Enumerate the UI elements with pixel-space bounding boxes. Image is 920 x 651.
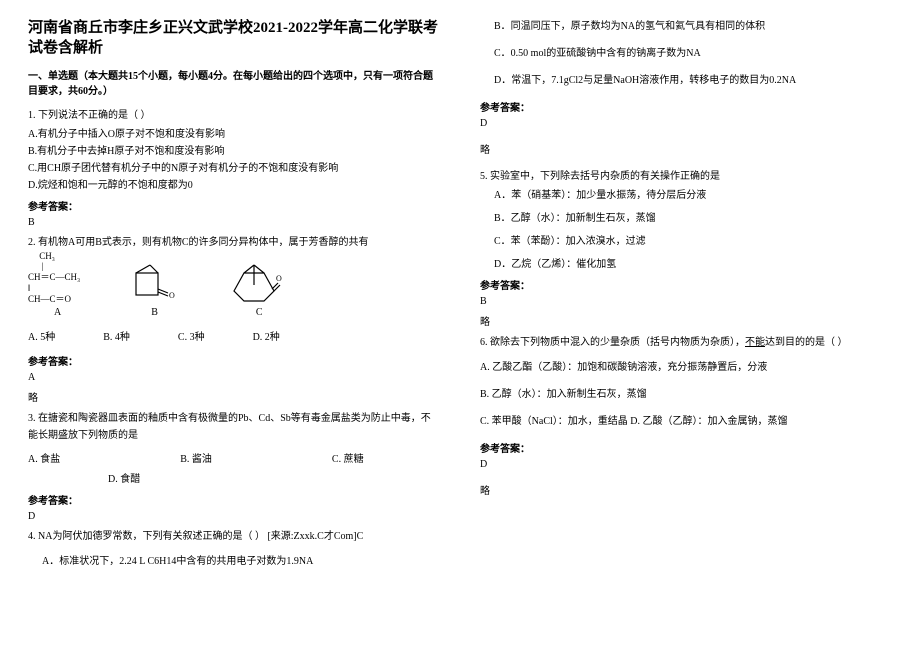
q4-opt-c: C．0.50 mol的亚硫酸钠中含有的钠离子数为NA	[494, 45, 892, 62]
q3-options-row1: A. 食盐 B. 酱油 C. 蔗糖	[28, 450, 440, 465]
label-b: B	[151, 307, 158, 318]
q2-stem: 2. 有机物A可用B式表示，则有机物C的许多同分异构体中，属于芳香醇的共有	[28, 234, 440, 251]
q1-opt-b: B.有机分子中去掉H原子对不饱和度没有影响	[28, 143, 440, 160]
structure-row: CH₃ | CH＝C―CH₃ ‖ CH―C＝O O O	[28, 257, 440, 305]
brief: 略	[28, 389, 440, 404]
doc-title: 河南省商丘市李庄乡正兴文武学校2021-2022学年高二化学联考试卷含解析	[28, 18, 440, 59]
q3-opt-b: B. 酱油	[180, 450, 212, 465]
q1-opt-d: D.烷烃和饱和一元醇的不饱和度都为0	[28, 177, 440, 194]
answer-label: 参考答案：	[480, 99, 892, 114]
q3-answer: D	[28, 511, 440, 522]
q6-stem: 6. 欲除去下列物质中混入的少量杂质（括号内物质为杂质），不能达到目的的是（ ）	[480, 334, 892, 351]
q3-stem: 3. 在搪瓷和陶瓷器皿表面的釉质中含有极微量的Pb、Cd、Sb等有毒金属盐类为防…	[28, 410, 440, 444]
answer-label: 参考答案：	[28, 353, 440, 368]
structure-a: CH₃ | CH＝C―CH₃ ‖ CH―C＝O	[28, 251, 80, 305]
q2-opt-c: C. 3种	[178, 328, 205, 343]
q6-stem-pre: 6. 欲除去下列物质中混入的少量杂质（括号内物质为杂质），	[480, 337, 745, 348]
q5-opt-b: B．乙醇（水）：加新制生石灰，蒸馏	[494, 210, 892, 227]
section-heading: 一、单选题（本大题共15个小题，每小题4分。在每小题给出的四个选项中，只有一项符…	[28, 69, 440, 99]
answer-label: 参考答案：	[480, 277, 892, 292]
q2-options: A. 5种 B. 4种 C. 3种 D. 2种	[28, 328, 440, 343]
q5-stem: 5. 实验室中，下列除去括号内杂质的有关操作正确的是	[480, 168, 892, 185]
q2-opt-d: D. 2种	[253, 328, 280, 343]
q6-stem-post: 达到目的的是（ ）	[765, 337, 848, 348]
structure-c-svg: O	[226, 261, 282, 305]
q3-opt-c: C. 蔗糖	[332, 450, 364, 465]
q4-stem: 4. NA为阿伏加德罗常数，下列有关叙述正确的是（ ） [来源:Zxxk.C才C…	[28, 528, 440, 545]
structure-labels: A B C	[28, 307, 440, 318]
brief: 略	[480, 313, 892, 328]
label-a: A	[54, 307, 61, 318]
q2-answer: A	[28, 372, 440, 383]
q6-opt-cd: C. 苯甲酸（NaCl）：加水，重结晶 D. 乙酸（乙醇）：加入金属钠，蒸馏	[480, 413, 892, 430]
q2-opt-b: B. 4种	[103, 328, 130, 343]
q6-opt-b: B. 乙醇（水）：加入新制生石灰，蒸馏	[480, 386, 892, 403]
answer-label: 参考答案：	[28, 198, 440, 213]
q2-opt-a: A. 5种	[28, 328, 55, 343]
q6-underline: 不能	[745, 337, 765, 348]
brief: 略	[480, 482, 892, 497]
q3-opt-d: D. 食醋	[108, 471, 440, 488]
answer-label: 参考答案：	[480, 440, 892, 455]
label-c: C	[256, 307, 263, 318]
svg-text:O: O	[169, 291, 175, 300]
q4-opt-a: A．标准状况下，2.24 L C6H14中含有的共用电子对数为1.9NA	[42, 553, 440, 570]
q5-opt-c: C．苯（苯酚）：加入浓溴水，过滤	[494, 233, 892, 250]
q5-answer: B	[480, 296, 892, 307]
structure-b-svg: O	[130, 263, 176, 305]
q6-answer: D	[480, 459, 892, 470]
q1-opt-c: C.用CH原子团代替有机分子中的N原子对有机分子的不饱和度没有影响	[28, 160, 440, 177]
svg-text:O: O	[276, 274, 282, 283]
q1-answer: B	[28, 217, 440, 228]
q5-opt-d: D．乙烷（乙烯）：催化加氢	[494, 256, 892, 273]
q4-opt-b: B．同温同压下，原子数均为NA的氢气和氦气具有相同的体积	[494, 18, 892, 35]
q6-opt-a: A. 乙酸乙酯（乙酸）：加饱和碳酸钠溶液，充分振荡静置后，分液	[480, 359, 892, 376]
q4-answer: D	[480, 118, 892, 129]
q1-opt-a: A.有机分子中插入O原子对不饱和度没有影响	[28, 126, 440, 143]
q1-stem: 1. 下列说法不正确的是（ ）	[28, 107, 440, 124]
answer-label: 参考答案：	[28, 492, 440, 507]
q5-opt-a: A．苯（硝基苯）：加少量水振荡，待分层后分液	[494, 187, 892, 204]
q3-opt-a: A. 食盐	[28, 450, 60, 465]
q4-opt-d: D．常温下，7.1gCl2与足量NaOH溶液作用，转移电子的数目为0.2NA	[494, 72, 892, 89]
brief: 略	[480, 141, 892, 156]
